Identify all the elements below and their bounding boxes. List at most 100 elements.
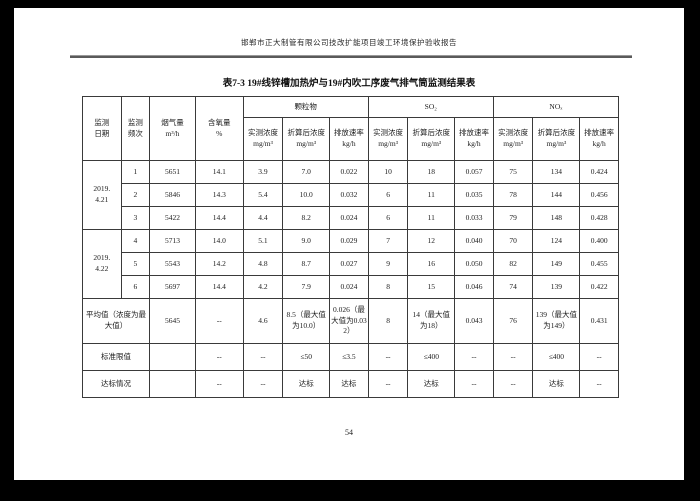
table-cell: ≤3.5	[329, 343, 369, 371]
table-cell: --	[367, 370, 409, 398]
table-cell: 8.7	[282, 252, 331, 276]
table-cell: 5713	[149, 229, 196, 253]
table-cell: 0.455	[579, 252, 619, 276]
subcol-pm-measured: 实测浓度 mg/m³	[242, 117, 284, 161]
date-cell: 2019. 4.22	[82, 229, 122, 299]
table-cell: 7.0	[282, 160, 331, 184]
table-cell: 5846	[149, 183, 196, 207]
group-header-so2: SO₂	[367, 96, 494, 118]
subcol-nox-converted: 折算后浓度 mg/m³	[532, 117, 581, 161]
table-cell: --	[194, 343, 244, 371]
table-cell: 148	[532, 206, 581, 230]
group-header-nox: NOₓ	[492, 96, 620, 118]
table-cell: --	[454, 370, 494, 398]
table-cell: 0.046	[454, 275, 494, 299]
table-cell: 0.400	[579, 229, 619, 253]
row-label: 平均值（浓度为最大值）	[81, 298, 151, 344]
table-cell: 78	[492, 183, 534, 207]
subcol-nox-measured: 实测浓度 mg/m³	[492, 117, 534, 161]
table-cell: 5	[120, 252, 151, 276]
table-cell: 0.035	[454, 183, 494, 207]
table-cell: 0.043	[454, 298, 494, 344]
table-cell: 82	[492, 252, 534, 276]
table-cell: 75	[492, 160, 534, 184]
table-cell: 0.024	[329, 275, 369, 299]
table-cell: 达标	[282, 370, 331, 398]
subcol-pm-rate: 排放速率 kg/h	[329, 117, 369, 161]
table-cell: 10.0	[282, 183, 331, 207]
table-cell: 6	[367, 206, 409, 230]
table-cell: 4.2	[242, 275, 284, 299]
table-title: 表7-3 19#线锌槽加热炉与19#内吹工序废气排气筒监测结果表	[222, 79, 476, 89]
header-rule	[70, 55, 632, 58]
table-cell: 0.027	[329, 252, 369, 276]
table-cell: 139	[532, 275, 581, 299]
table-cell: 134	[532, 160, 581, 184]
table-cell: 7.9	[282, 275, 331, 299]
table-cell: --	[194, 370, 244, 398]
table-cell: --	[194, 298, 244, 344]
table-cell: 8	[367, 298, 409, 344]
table-cell: 0.040	[454, 229, 494, 253]
table-cell: 14.4	[194, 206, 244, 230]
table-cell: --	[242, 370, 284, 398]
avg-row: 平均值（浓度为最大值） 5645 -- 4.6 8.5（最大值为10.0） 0.026（最…	[81, 298, 619, 344]
table-cell: ≤50	[282, 343, 331, 371]
running-header: 邯郸市正大制管有限公司技改扩能项目竣工环境保护验收报告	[241, 38, 457, 47]
table-cell: 5543	[149, 252, 196, 276]
table-cell: 4.6	[242, 298, 284, 344]
table-cell: 0.428	[579, 206, 619, 230]
table-cell: ≤400	[407, 343, 456, 371]
table-cell: --	[242, 343, 284, 371]
table-cell: 6	[120, 275, 151, 299]
table-cell: 70	[492, 229, 534, 253]
subcol-so2-measured: 实测浓度 mg/m³	[367, 117, 409, 161]
table-row: 6 5697 14.4 4.2 7.9 0.024 8 15 0.046 74 139 0.422	[83, 275, 619, 299]
col-header-oxygen: 含氧量 %	[194, 96, 244, 161]
table-cell: 0.456	[579, 183, 619, 207]
table-cell: 9.0	[282, 229, 331, 253]
table-header: 监测 日期 监测 频次 烟气量 m³/h 含氧量 % 颗粒物 SO₂ NOₓ 实…	[82, 96, 620, 161]
table-cell: 74	[492, 275, 534, 299]
table-cell	[149, 370, 196, 398]
table-cell: 16	[407, 252, 456, 276]
table-cell: 14.0	[194, 229, 244, 253]
subcol-so2-rate: 排放速率 kg/h	[454, 117, 494, 161]
table-cell: 0.431	[579, 298, 619, 344]
table-cell: 5651	[149, 160, 196, 184]
table-cell: 12	[407, 229, 456, 253]
subcol-pm-converted: 折算后浓度 mg/m³	[282, 117, 331, 161]
table-row: 5 5543 14.2 4.8 8.7 0.027 9 16 0.050 82 149 0.455	[83, 252, 619, 276]
table-cell: 8.2	[282, 206, 331, 230]
table-cell: 14.1	[194, 160, 244, 184]
group-header-particulate: 颗粒物	[242, 96, 369, 118]
table-cell: 达标	[407, 370, 456, 398]
table-cell: 144	[532, 183, 581, 207]
table-cell: 11	[407, 206, 456, 230]
table-cell: --	[579, 370, 619, 398]
table-cell: --	[492, 370, 534, 398]
table-cell: 0.057	[454, 160, 494, 184]
table-cell: 0.422	[579, 275, 619, 299]
table-cell: 1	[120, 160, 151, 184]
table-cell: 0.029	[329, 229, 369, 253]
table-cell: 3.9	[242, 160, 284, 184]
table-cell: 149	[532, 252, 581, 276]
table-cell: 达标	[329, 370, 369, 398]
table-cell: 14.4	[194, 275, 244, 299]
table-cell: 76	[492, 298, 534, 344]
table-cell: 0.424	[579, 160, 619, 184]
table-cell: 7	[367, 229, 409, 253]
col-header-flue-gas: 烟气量 m³/h	[149, 96, 196, 161]
table-cell: 3	[120, 206, 151, 230]
table-cell: 0.024	[329, 206, 369, 230]
table-cell: 达标	[532, 370, 581, 398]
table-row: 2019. 4.22 4 5713 14.0 5.1 9.0 0.029 7 12 0.040 70…	[82, 229, 619, 299]
table-cell: 8	[367, 275, 409, 299]
table-cell: 15	[407, 275, 456, 299]
status-row: 达标情况 -- -- 达标 达标 -- 达标 -- -- 达标 --	[81, 370, 619, 398]
table-cell: 14.2	[194, 252, 244, 276]
col-header-date: 监测 日期	[82, 96, 122, 161]
col-header-frequency: 监测 频次	[120, 96, 151, 161]
